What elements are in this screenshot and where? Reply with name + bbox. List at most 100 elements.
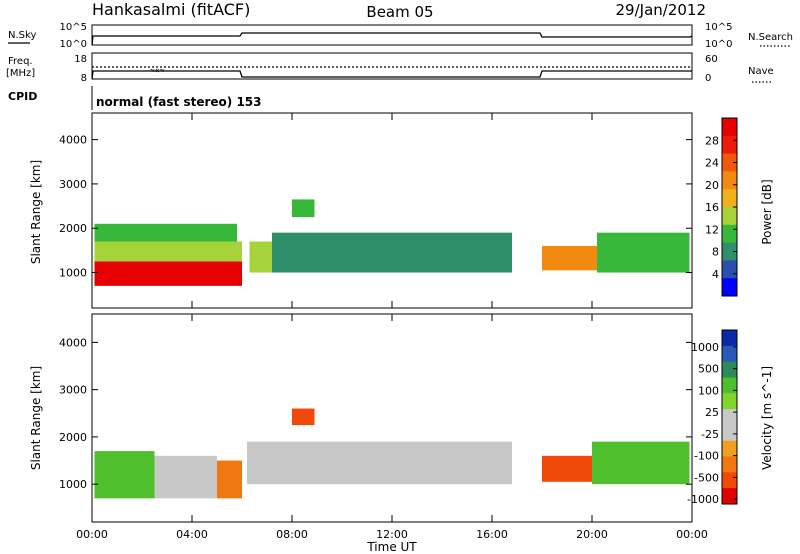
velocity-region-1: [154, 455, 217, 499]
power-colorbar-swatch: [722, 242, 737, 261]
beam-title: Beam 05: [366, 3, 433, 21]
power-region-4: [272, 232, 512, 273]
velocity-ylabel: Slant Range [km]: [29, 366, 43, 470]
power-colorbar-swatch: [722, 207, 737, 226]
y-tick-label: 2000: [59, 222, 87, 235]
y-tick-label: 3000: [59, 178, 87, 191]
power-colorbar-swatch: [722, 153, 737, 172]
power-region-3: [249, 241, 272, 273]
power-panel: 1000 2000 3000 4000 Slant Range [km]: [29, 112, 693, 309]
velocity-colorbar-swatch: [722, 361, 737, 378]
nsearch-label: N.Search: [748, 32, 793, 43]
nsky-trace: [91, 32, 693, 46]
velocity-region-6: [592, 441, 690, 485]
time-xlabel: Time UT: [366, 540, 417, 554]
nsky-tick-bottom: 10^0: [60, 39, 87, 50]
power-colorbar-swatch: [722, 224, 737, 244]
station-title: Hankasalmi (fitACF): [92, 0, 250, 19]
velocity-colorbar-tick-label: 500: [698, 363, 719, 376]
velocity-colorbar-swatch: [722, 330, 737, 347]
power-colorbar-tick-label: 24: [705, 157, 719, 170]
velocity-colorbar-tick-label: -500: [694, 471, 719, 484]
velocity-colorbar-tick-label: -100: [694, 450, 719, 463]
x-tick-label: 00:00: [76, 528, 108, 541]
time-x-axis: 00:00 04:00 08:00 12:00 16:00 20:00 00:00: [76, 113, 708, 541]
power-colorbar-swatch: [722, 135, 737, 155]
x-tick-label: 08:00: [276, 528, 308, 541]
x-tick-label: 16:00: [476, 528, 508, 541]
power-colorbar-swatch: [722, 189, 737, 208]
power-region-1: [94, 241, 242, 262]
power-colorbar-swatch: [722, 260, 737, 279]
velocity-colorbar-tick-label: 25: [705, 406, 719, 419]
power-region-7: [597, 232, 690, 273]
velocity-colorbar-swatch: [722, 377, 737, 394]
x-tick-label: 12:00: [376, 528, 408, 541]
power-region-5: [292, 199, 315, 218]
power-colorbar: 4 8 12 16 20 24 28: [705, 117, 738, 297]
power-colorbar-tick-label: 20: [705, 179, 719, 192]
power-colorbar-tick-label: 16: [705, 201, 719, 214]
power-colorbar-tick-label: 4: [712, 268, 719, 281]
power-region-6: [542, 245, 597, 271]
freq-label: Freq.: [8, 56, 33, 67]
cpid-label: CPID: [8, 90, 37, 103]
velocity-region-0: [94, 451, 155, 499]
power-colorbar-tick-label: 28: [705, 134, 719, 147]
freq-tick-top: 18: [74, 54, 87, 65]
nsearch-tick-bottom: 10^0: [705, 39, 732, 50]
power-colorbar-swatch: [722, 278, 737, 297]
freq-unit: [MHz]: [6, 68, 35, 79]
nsearch-tick-top: 10^5: [705, 22, 732, 33]
freq-excursion-marker: ≈×≈: [150, 66, 165, 75]
power-region-0: [94, 261, 242, 286]
nave-trace: [91, 70, 692, 80]
velocity-colorbar-swatch: [722, 488, 737, 505]
velocity-colorbar-frame: [721, 329, 738, 505]
power-colorbar-swatch: [722, 171, 737, 190]
power-colorbar-tick-label: 8: [712, 246, 719, 259]
date-title: 29/Jan/2012: [616, 1, 707, 19]
x-tick-label: 04:00: [176, 528, 208, 541]
power-colorbar-label: Power [dB]: [760, 179, 774, 244]
power-colorbar-tick-label: 12: [705, 223, 719, 236]
velocity-colorbar-swatch: [722, 456, 737, 473]
velocity-colorbar-tick-label: -25: [701, 428, 719, 441]
power-heatmap: [94, 199, 690, 286]
velocity-colorbar-swatch: [722, 393, 737, 410]
y-tick-label: 4000: [59, 336, 87, 349]
nsky-panel: N.Sky 10^5 10^0 10^5 10^0 N.Search: [8, 22, 793, 50]
power-colorbar-swatch: [722, 118, 737, 137]
y-tick-label: 3000: [59, 384, 87, 397]
nsky-label: N.Sky: [8, 30, 36, 41]
velocity-colorbar-tick-label: 1000: [691, 341, 719, 354]
velocity-colorbar: 1000 500 100 25 -25 -100 -500 -1000: [687, 329, 738, 506]
power-ylabel: Slant Range [km]: [29, 160, 43, 264]
velocity-colorbar-label: Velocity [m s^-1]: [760, 366, 774, 470]
power-region-2: [94, 223, 237, 242]
freq-tick-bottom: 8: [81, 73, 87, 84]
velocity-region-3: [247, 441, 512, 485]
velocity-colorbar-swatch: [722, 409, 737, 426]
y-tick-label: 1000: [59, 478, 87, 491]
velocity-colorbar-swatch: [722, 424, 737, 442]
velocity-panel: 1000 2000 3000 4000 00:00 04:00 08:00 12:00 16:…: [29, 113, 708, 554]
y-tick-label: 2000: [59, 431, 87, 444]
x-tick-label: 00:00: [676, 528, 708, 541]
y-tick-label: 1000: [59, 267, 87, 280]
velocity-region-5: [542, 455, 592, 482]
nave-tick-top: 60: [705, 54, 718, 65]
cpid-text: normal (fast stereo) 153: [96, 95, 262, 109]
power-y-axis: 1000 2000 3000 4000: [59, 134, 692, 280]
velocity-region-2: [217, 460, 242, 499]
velocity-colorbar-tick-label: 100: [698, 384, 719, 397]
freq-panel: Freq. [MHz] 18 8 60 0 Nave ≈×≈: [6, 52, 774, 84]
velocity-y-axis: 1000 2000 3000 4000: [59, 336, 692, 491]
velocity-colorbar-swatch: [722, 345, 737, 363]
velocity-colorbar-swatch: [722, 472, 737, 489]
nave-label: Nave: [748, 66, 774, 77]
y-tick-label: 4000: [59, 134, 87, 147]
x-tick-label: 20:00: [576, 528, 608, 541]
nave-tick-bottom: 0: [705, 73, 711, 84]
